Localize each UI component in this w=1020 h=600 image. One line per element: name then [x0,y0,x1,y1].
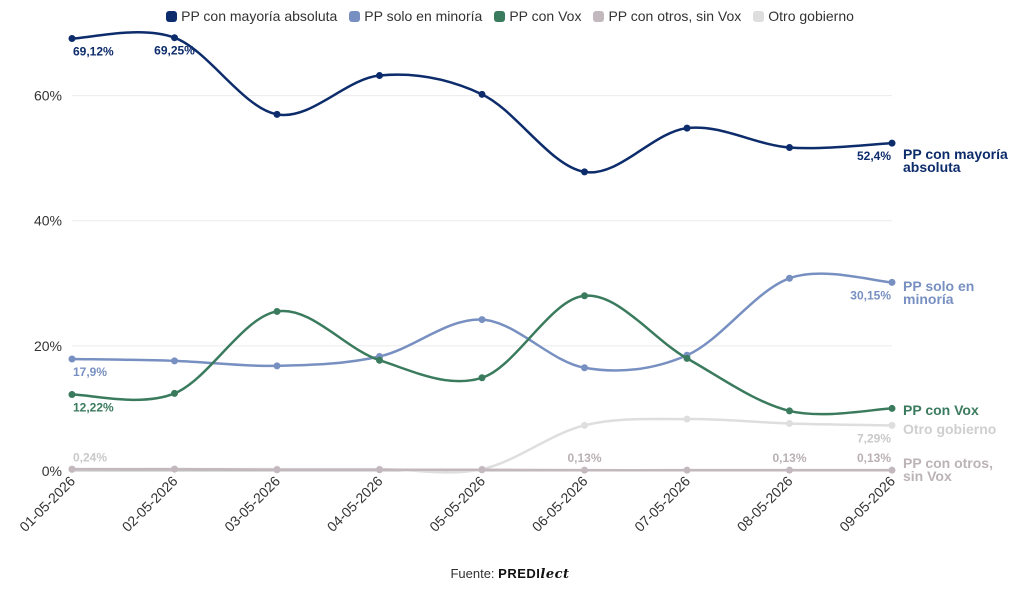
data-point [683,354,691,362]
y-tick-label: 60% [34,88,62,104]
x-tick-label: 02-05-2026 [119,473,181,535]
data-point [376,72,383,80]
data-point [888,421,896,429]
source-credit: Fuente: PREDIlect [0,566,1020,582]
y-tick-label: 20% [34,338,62,354]
x-tick-label: 08-05-2026 [734,473,796,535]
x-tick-label: 09-05-2026 [836,473,898,535]
data-point [786,407,793,415]
y-tick-label: 0% [42,463,62,479]
data-label: 0,13% [567,451,601,465]
data-label: 52,4% [857,149,891,163]
series-end-label: PP con mayoría absoluta [903,146,1008,175]
x-tick-label: 01-05-2026 [16,473,78,535]
data-point [273,362,281,370]
series-end-label: PP con Vox [903,402,979,418]
series-end-label: PP solo en minoría [903,278,974,307]
data-point [273,307,281,315]
legend-item-otro-gobierno: Otro gobierno [753,8,854,24]
prediwlect-logo: PREDIlect [498,566,570,582]
x-tick-label: 06-05-2026 [529,473,591,535]
data-label: 12,22% [73,401,114,415]
legend-item-pp-con-vox: PP con Vox [494,8,581,24]
legend-label: PP solo en minoría [364,8,483,24]
data-point [581,466,588,474]
data-point [273,466,281,474]
data-point [376,356,383,364]
data-point [581,292,588,300]
data-point [581,421,588,429]
legend-label: PP con otros, sin Vox [608,8,742,24]
legend-label: PP con mayoría absoluta [181,8,338,24]
series-line-pp-con-mayoria-absoluta [71,31,893,174]
legend-swatch [494,10,506,22]
data-point [888,278,896,286]
data-point [786,144,793,152]
chart-legend: PP con mayoría absoluta PP solo en minorí… [0,8,1020,24]
data-label: 69,12% [73,45,114,59]
legend-item-pp-solo-en-minoria: PP solo en minoría [349,8,482,24]
data-point [478,374,486,382]
legend-item-pp-con-otros-sin-vox: PP con otros, sin Vox [593,8,741,24]
data-point [68,355,76,363]
data-point [786,466,793,474]
data-point [888,404,896,412]
series-end-label: PP con otros, sin Vox [903,455,993,484]
data-point [171,389,178,397]
data-point [581,364,588,372]
x-tick-label: 07-05-2026 [631,473,693,535]
data-point [581,168,588,176]
data-label: 0,13% [772,451,806,465]
data-point [171,34,178,42]
data-label: 30,15% [850,288,891,302]
series-line-pp-con-vox [71,294,893,416]
y-tick-label: 40% [34,213,62,229]
data-label: 0,24% [73,450,107,464]
x-tick-label: 03-05-2026 [221,473,283,535]
data-point [683,466,691,474]
source-label: Fuente: [450,566,495,581]
data-point [478,90,486,98]
data-point [68,391,76,399]
legend-swatch [753,10,765,22]
legend-swatch [349,10,361,22]
series-line-otro-gobierno [71,417,893,474]
data-point [888,139,896,147]
data-label: 0,13% [857,451,891,465]
data-point [273,110,281,118]
x-tick-label: 04-05-2026 [324,473,386,535]
legend-swatch [166,10,178,22]
series-end-label: Otro gobierno [903,421,996,437]
data-label: 7,29% [857,431,891,445]
data-point [888,466,896,474]
x-tick-label: 05-05-2026 [426,473,488,535]
data-point [786,274,793,282]
legend-label: PP con Vox [509,8,582,24]
legend-label: Otro gobierno [768,8,854,24]
data-point [68,35,76,43]
data-point [171,357,178,365]
data-point [68,465,76,473]
data-point [683,415,691,423]
data-point [376,466,383,474]
data-point [786,419,793,427]
data-label: 17,9% [73,365,107,379]
legend-item-pp-con-mayoria-absoluta: PP con mayoría absoluta [166,8,337,24]
data-point [171,465,178,473]
legend-swatch [593,10,605,22]
data-point [683,124,691,132]
data-point [478,316,486,324]
data-point [478,466,486,474]
data-label: 69,25% [154,44,195,58]
